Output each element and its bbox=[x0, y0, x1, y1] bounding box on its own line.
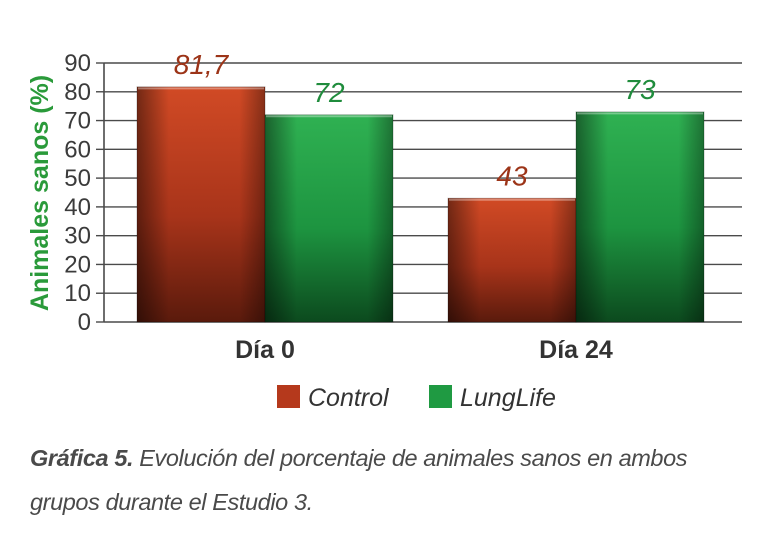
y-tick-label: 50 bbox=[64, 165, 91, 192]
y-tick-label: 70 bbox=[64, 108, 91, 135]
data-label: 72 bbox=[313, 77, 345, 108]
legend-label: Control bbox=[308, 384, 390, 412]
y-tick-label: 20 bbox=[64, 251, 91, 278]
legend-label: LungLife bbox=[460, 384, 556, 412]
data-label: 73 bbox=[624, 74, 656, 105]
y-tick-label: 40 bbox=[64, 194, 91, 221]
legend-swatch bbox=[429, 385, 452, 408]
caption-text: Evolución del porcentaje de animales san… bbox=[30, 445, 688, 515]
legend: Control LungLife bbox=[277, 384, 556, 412]
y-tick-label: 60 bbox=[64, 136, 91, 163]
bar-shading bbox=[137, 86, 265, 322]
figure-caption: Gráfica 5. Evolución del porcentaje de a… bbox=[30, 436, 750, 524]
y-tick-label: 10 bbox=[64, 280, 91, 307]
bars bbox=[136, 86, 705, 323]
data-label: 81,7 bbox=[174, 49, 230, 80]
bar-shading bbox=[448, 198, 576, 322]
x-categories: Día 0 Día 24 bbox=[235, 336, 613, 364]
y-tick-label: 80 bbox=[64, 79, 91, 106]
y-tick-label: 30 bbox=[64, 223, 91, 250]
y-axis-label: Animales sanos (%) bbox=[26, 75, 54, 311]
data-labels: 81,7 72 43 73 bbox=[174, 49, 656, 191]
x-category-label: Día 24 bbox=[539, 336, 613, 364]
data-label: 43 bbox=[496, 160, 528, 191]
legend-swatch bbox=[277, 385, 300, 408]
bar-shading bbox=[265, 114, 393, 322]
x-category-label: Día 0 bbox=[235, 336, 295, 364]
caption-label: Gráfica 5. bbox=[30, 445, 134, 471]
y-tick-label: 0 bbox=[78, 309, 91, 336]
y-tick-label: 90 bbox=[64, 50, 91, 77]
bar-shading bbox=[576, 111, 704, 322]
